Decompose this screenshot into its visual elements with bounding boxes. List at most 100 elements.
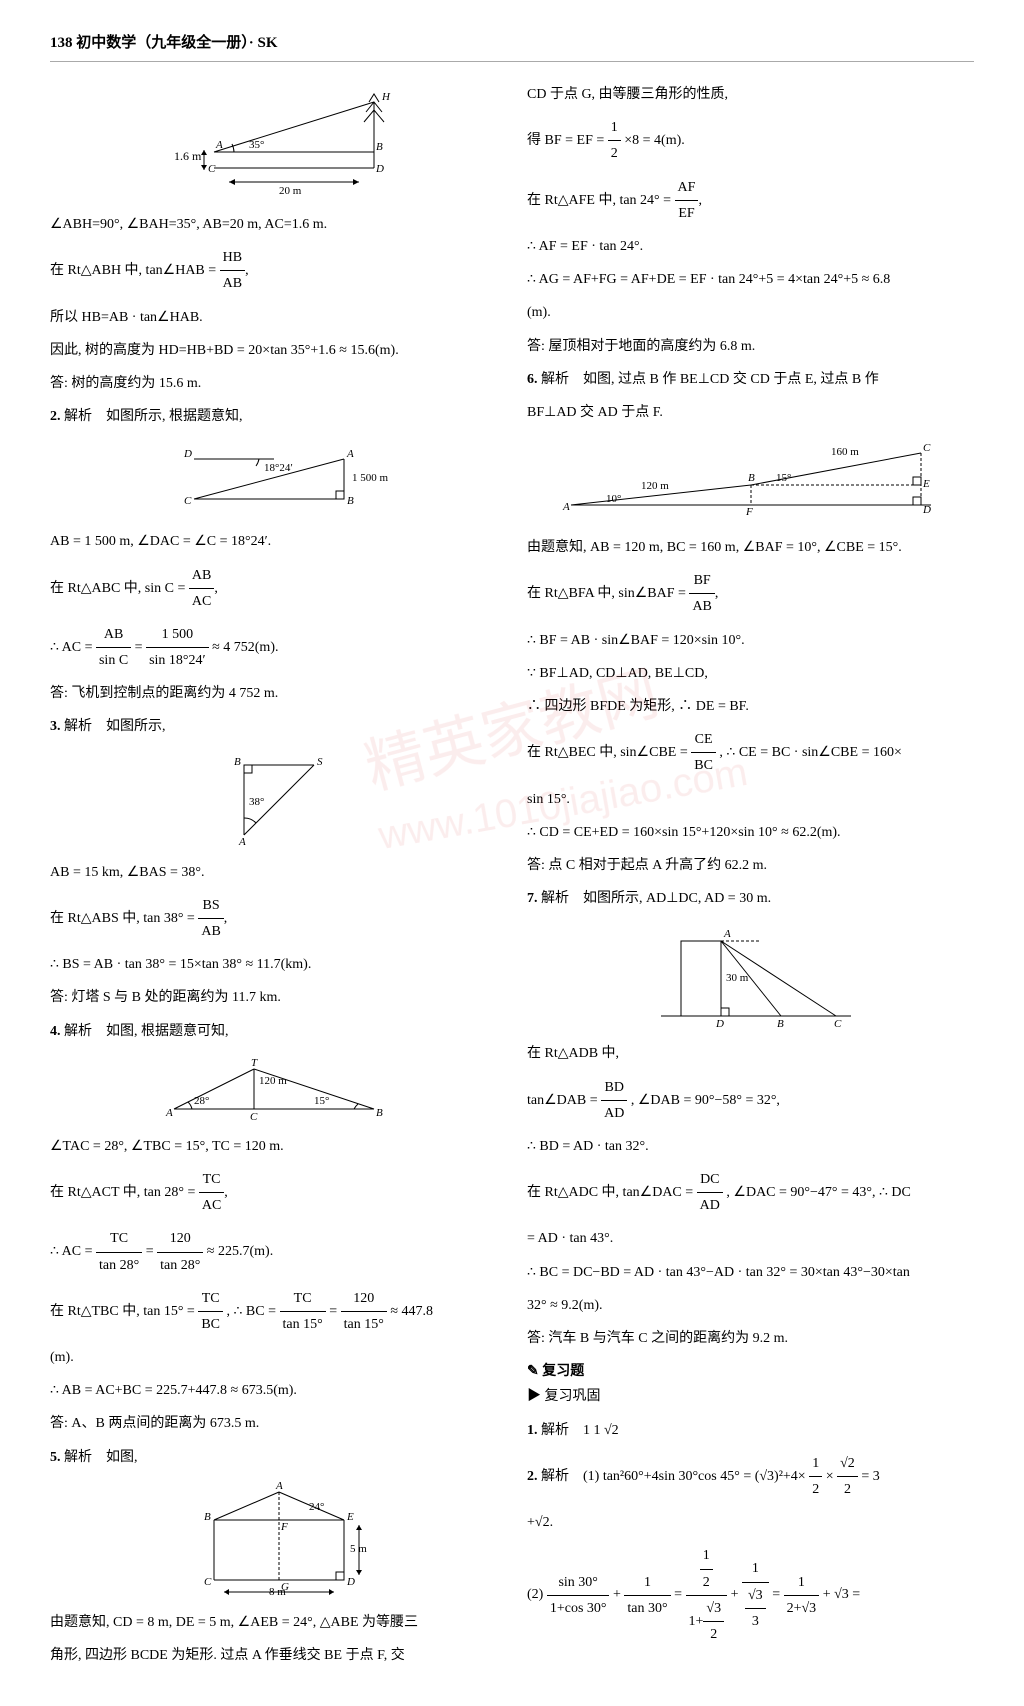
p1-line5: 答: 树的高度约为 15.6 m.: [50, 371, 497, 396]
p4-frac4: TCBC: [198, 1286, 223, 1337]
p2-eq: =: [135, 640, 143, 655]
svg-text:B: B: [777, 1018, 784, 1030]
p6-label: 6.: [527, 372, 538, 387]
svg-text:38°: 38°: [249, 796, 264, 808]
svg-text:E: E: [922, 478, 930, 490]
p6-l4: ∵ BF⊥AD, CD⊥AD, BE⊥CD,: [527, 661, 974, 686]
p4-intro: 解析 如图, 根据题意可知,: [64, 1024, 229, 1039]
p5c-l6: (m).: [527, 300, 974, 325]
p6-l6: 在 Rt△BEC 中, sin∠CBE = CEBC , ∴ CE = BC ·…: [527, 727, 974, 778]
p3-l1: AB = 15 km, ∠BAS = 38°.: [50, 860, 497, 885]
svg-text:160 m: 160 m: [831, 446, 859, 458]
svg-text:C: C: [208, 163, 216, 175]
r2-label: 2.: [527, 1469, 538, 1484]
svg-text:F: F: [280, 1521, 288, 1533]
r2-frac1: 12: [809, 1451, 822, 1502]
r2-end: = 3: [861, 1469, 879, 1484]
svg-text:D: D: [183, 448, 192, 460]
p7-frac1: BDAD: [601, 1075, 627, 1126]
review-sub: ▶ 复习巩固: [527, 1384, 974, 1409]
r2-f4: 1tan 30°: [624, 1570, 670, 1621]
diagram-3-lighthouse: B S A 38°: [194, 750, 354, 850]
p4-l4: 在 Rt△TBC 中, tan 15° = TCBC , ∴ BC = TCta…: [50, 1286, 497, 1337]
r2-mid: ×: [826, 1469, 834, 1484]
p4-l5: (m).: [50, 1345, 497, 1370]
p2-l3b: ≈ 4 752(m).: [212, 640, 278, 655]
r2-plus2: +: [731, 1587, 739, 1602]
p7-l5: = AD · tan 43°.: [527, 1226, 974, 1251]
r1-text: 解析 1 1 √2: [541, 1423, 619, 1438]
left-column: 1.6 m H A B C D 35° 20 m ∠ABH=90°, ∠BAH=…: [50, 82, 497, 1676]
r2-plus1: +: [613, 1587, 621, 1602]
p4-label: 4.: [50, 1024, 61, 1039]
p1-line4: 因此, 树的高度为 HD=HB+BD = 20×tan 35°+1.6 ≈ 15…: [50, 338, 497, 363]
diagram-7-building: A D B C 30 m: [621, 921, 881, 1031]
p4-l2: 在 Rt△ACT 中, tan 28° = TCAC,: [50, 1167, 497, 1218]
main-columns: 1.6 m H A B C D 35° 20 m ∠ABH=90°, ∠BAH=…: [50, 82, 974, 1676]
p4-l2-text: 在 Rt△ACT 中, tan 28° =: [50, 1185, 195, 1200]
r2-l2: +√2.: [527, 1510, 974, 1535]
p1-line3: 所以 HB=AB · tan∠HAB.: [50, 305, 497, 330]
p7-l2: tan∠DAB = BDAD , ∠DAB = 90°−58° = 32°,: [527, 1075, 974, 1126]
p4-l4a: 在 Rt△TBC 中, tan 15° =: [50, 1304, 195, 1319]
svg-text:24°: 24°: [309, 1501, 324, 1513]
p6-frac2: CEBC: [691, 727, 716, 778]
p6-l1: 由题意知, AB = 120 m, BC = 160 m, ∠BAF = 10°…: [527, 535, 974, 560]
svg-text:D: D: [346, 1576, 355, 1588]
p7-l4a: 在 Rt△ADC 中, tan∠DAC =: [527, 1185, 693, 1200]
diagram-2-plane: D A C B 18°24′ 1 500 m: [144, 439, 404, 519]
review-title: ✎ 复习题: [527, 1359, 974, 1384]
r2-intro: 解析 (1) tan²60°+4sin 30°cos 45° = (√3)²+4…: [541, 1469, 806, 1484]
r2-eq1: =: [674, 1587, 682, 1602]
svg-text:120 m: 120 m: [259, 1075, 287, 1087]
p7-intro: 解析 如图所示, AD⊥DC, AD = 30 m.: [541, 891, 771, 906]
p4-head: 4. 解析 如图, 根据题意可知,: [50, 1019, 497, 1044]
p5c-l4: ∴ AF = EF · tan 24°.: [527, 234, 974, 259]
svg-text:H: H: [381, 92, 391, 103]
svg-text:15°: 15°: [776, 472, 791, 484]
p6-l2: 在 Rt△BFA 中, sin∠BAF = BFAB,: [527, 568, 974, 619]
p7-l8: 答: 汽车 B 与汽车 C 之间的距离约为 9.2 m.: [527, 1326, 974, 1351]
p2-l2: 在 Rt△ABC 中, sin C = ABAC,: [50, 563, 497, 614]
r2-l1: 2. 解析 (1) tan²60°+4sin 30°cos 45° = (√3)…: [527, 1451, 974, 1502]
p5c-l3a: 在 Rt△AFE 中, tan 24° =: [527, 192, 671, 207]
p7-l2b: , ∠DAB = 90°−58° = 32°,: [631, 1092, 780, 1107]
svg-text:B: B: [748, 472, 755, 484]
p7-l2a: tan∠DAB =: [527, 1092, 598, 1107]
p5c-l7: 答: 屋顶相对于地面的高度约为 6.8 m.: [527, 334, 974, 359]
p7-l7: 32° ≈ 9.2(m).: [527, 1293, 974, 1318]
p4-l4b: , ∴ BC =: [227, 1304, 276, 1319]
p4-l3: ∴ AC = TCtan 28° = 120tan 28° ≈ 225.7(m)…: [50, 1226, 497, 1277]
p6-l5: ∴ 四边形 BFDE 为矩形, ∴ DE = BF.: [527, 694, 974, 719]
svg-text:A: A: [165, 1107, 173, 1119]
svg-text:A: A: [238, 836, 246, 848]
svg-text:A: A: [215, 139, 223, 151]
r2-p2: (2) sin 30°1+cos 30° + 1tan 30° = 12 1+√…: [527, 1543, 974, 1647]
p5c-l3: 在 Rt△AFE 中, tan 24° = AFEF,: [527, 175, 974, 226]
r2-f6: 1 √33: [742, 1556, 769, 1634]
r2-tail: + √3 =: [823, 1587, 860, 1602]
p4-l4c: ≈ 447.8: [390, 1304, 433, 1319]
svg-text:1.6 m: 1.6 m: [174, 149, 202, 163]
svg-text:B: B: [376, 1107, 383, 1119]
diagram-5-roof: A B E F C G D 24° 5 m 8 m: [164, 1480, 384, 1600]
p4-l3b: ≈ 225.7(m).: [207, 1244, 273, 1259]
p7-l4b: , ∠DAC = 90°−47° = 43°, ∴ DC: [726, 1185, 910, 1200]
svg-text:A: A: [346, 448, 354, 460]
p5c-l2b: ×8 = 4(m).: [624, 133, 685, 148]
p4-l1: ∠TAC = 28°, ∠TBC = 15°, TC = 120 m.: [50, 1134, 497, 1159]
p4-frac3: 120tan 28°: [157, 1226, 203, 1277]
p2-l2-text: 在 Rt△ABC 中, sin C =: [50, 580, 185, 595]
p4-frac5: TCtan 15°: [280, 1286, 326, 1337]
p7-label: 7.: [527, 891, 538, 906]
diagram-1-tree: 1.6 m H A B C D 35° 20 m: [144, 92, 404, 202]
p3-head: 3. 解析 如图所示,: [50, 714, 497, 739]
svg-text:B: B: [376, 141, 383, 153]
p5c-l1: CD 于点 G, 由等腰三角形的性质,: [527, 82, 974, 107]
p7-l4: 在 Rt△ADC 中, tan∠DAC = DCAD , ∠DAC = 90°−…: [527, 1167, 974, 1218]
p5-intro: 解析 如图,: [64, 1450, 138, 1465]
p1-line1: ∠ABH=90°, ∠BAH=35°, AB=20 m, AC=1.6 m.: [50, 212, 497, 237]
svg-text:C: C: [834, 1018, 842, 1030]
p6-l2a: 在 Rt△BFA 中, sin∠BAF =: [527, 586, 686, 601]
p2-head: 2. 解析 如图所示, 根据题意知,: [50, 404, 497, 429]
